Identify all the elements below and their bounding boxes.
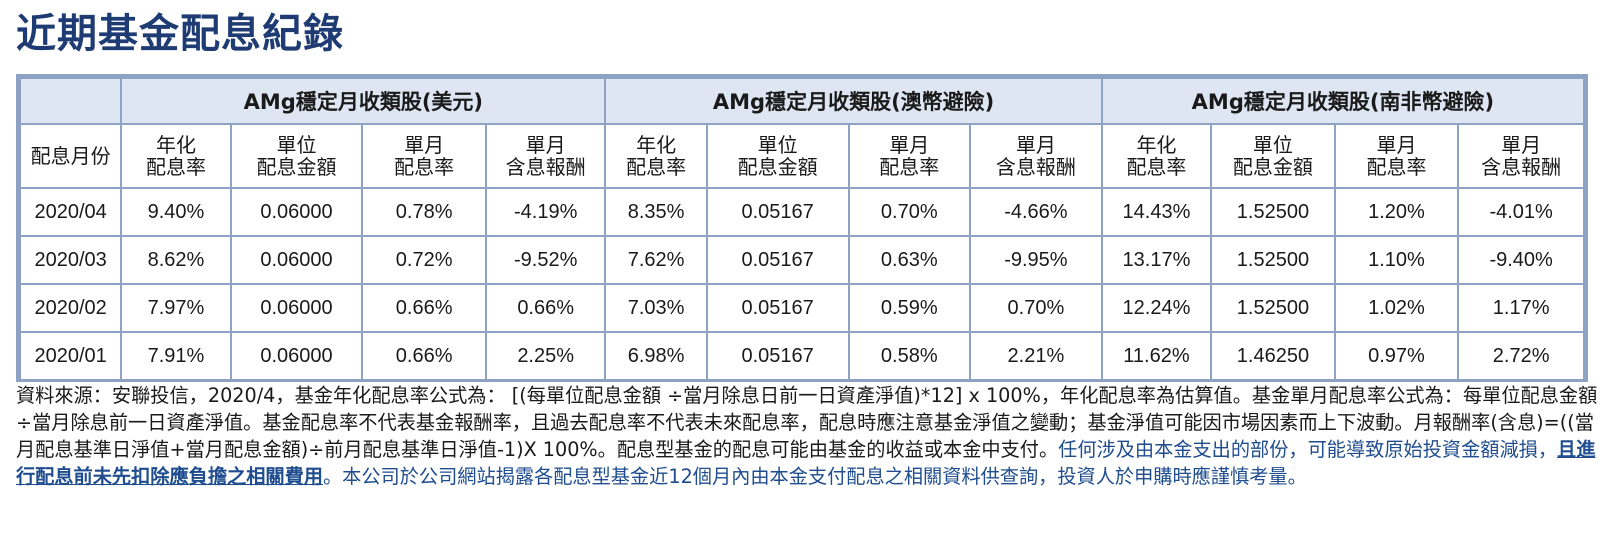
table-cell: 2.72%	[1457, 331, 1585, 381]
table-cell: 1.52500	[1210, 235, 1336, 285]
table-cell: 1.52500	[1210, 283, 1336, 333]
group-header-zar-hedged: AMg穩定月收類股(南非幣避險)	[1100, 77, 1586, 125]
table-cell: 0.05167	[705, 331, 850, 381]
table-cell: 2.25%	[484, 331, 607, 381]
page-title: 近期基金配息紀錄	[16, 11, 344, 57]
table-cell: 14.43%	[1100, 187, 1213, 237]
table-cell: 0.78%	[361, 187, 487, 237]
distribution-table-frame: AMg穩定月收類股(美元) AMg穩定月收類股(澳幣避險) AMg穩定月收類股(…	[16, 74, 1588, 382]
month-cell: 2020/04	[18, 187, 123, 237]
table-cell: 0.05167	[705, 283, 850, 333]
table-cell: 7.91%	[120, 331, 232, 381]
table-cell: 1.17%	[1457, 283, 1585, 333]
table-row: 2020/03 8.62% 0.06000 0.72% -9.52% 7.62%…	[18, 235, 1585, 285]
month-column-header: 配息月份	[18, 123, 123, 189]
table-row: 2020/02 7.97% 0.06000 0.66% 0.66% 7.03% …	[18, 283, 1585, 333]
column-header: 單月 配息率	[361, 123, 487, 189]
table-cell: 0.06000	[229, 235, 364, 285]
table-cell: 0.06000	[229, 331, 364, 381]
group-header-aud-hedged: AMg穩定月收類股(澳幣避險)	[604, 77, 1103, 125]
table-cell: 1.20%	[1333, 187, 1460, 237]
column-header: 單月 含息報酬	[969, 123, 1103, 189]
table-cell: -9.52%	[484, 235, 607, 285]
month-cell: 2020/01	[18, 331, 123, 381]
table-cell: 11.62%	[1100, 331, 1213, 381]
table-row: 2020/01 7.91% 0.06000 0.66% 2.25% 6.98% …	[18, 331, 1585, 381]
month-cell: 2020/02	[18, 283, 123, 333]
column-header: 年化 配息率	[1100, 123, 1213, 189]
table-cell: 1.46250	[1210, 331, 1336, 381]
table-cell: 2.21%	[969, 331, 1103, 381]
column-header: 年化 配息率	[604, 123, 708, 189]
table-cell: 1.02%	[1333, 283, 1460, 333]
footnote-principal-warning: 任何涉及由本金支出的部份，可能導致原始投資金額減損，	[1058, 438, 1558, 461]
table-cell: 6.98%	[604, 331, 708, 381]
column-header: 單月 含息報酬	[484, 123, 607, 189]
table-cell: 0.05167	[705, 187, 850, 237]
table-cell: 13.17%	[1100, 235, 1213, 285]
table-cell: 0.06000	[229, 187, 364, 237]
table-cell: 0.05167	[705, 235, 850, 285]
column-header: 單月 含息報酬	[1457, 123, 1585, 189]
footnote: 資料來源：安聯投信，2020/4，基金年化配息率公式為： [(每單位配息金額 ÷…	[16, 382, 1598, 490]
table-cell: 7.62%	[604, 235, 708, 285]
column-header: 單月 配息率	[1333, 123, 1460, 189]
table-cell: 8.35%	[604, 187, 708, 237]
table-cell: 12.24%	[1100, 283, 1213, 333]
table-cell: 1.52500	[1210, 187, 1336, 237]
table-cell: 0.58%	[847, 331, 972, 381]
distribution-table: AMg穩定月收類股(美元) AMg穩定月收類股(澳幣避險) AMg穩定月收類股(…	[18, 77, 1586, 381]
table-cell: 0.66%	[361, 283, 487, 333]
column-header: 年化 配息率	[120, 123, 232, 189]
table-cell: -9.95%	[969, 235, 1103, 285]
table-cell: 8.62%	[120, 235, 232, 285]
table-cell: 1.10%	[1333, 235, 1460, 285]
table-cell: 7.03%	[604, 283, 708, 333]
table-cell: 0.97%	[1333, 331, 1460, 381]
table-cell: 7.97%	[120, 283, 232, 333]
table-cell: 0.70%	[847, 187, 972, 237]
month-cell: 2020/03	[18, 235, 123, 285]
table-cell: -9.40%	[1457, 235, 1585, 285]
footnote-fee-warning: 且進行配息前未先扣除應負擔之相關費用	[16, 438, 1596, 488]
column-header: 單位 配息金額	[1210, 123, 1336, 189]
corner-cell	[18, 77, 123, 125]
column-header-row: 配息月份 年化 配息率 單位 配息金額 單月 配息率 單月 含息報酬 年化 配息率 單位配…	[18, 123, 1585, 189]
column-header: 單位 配息金額	[705, 123, 850, 189]
footnote-source-text: 資料來源：安聯投信，2020/4，基金年化配息率公式為： [(每單位配息金額 ÷…	[16, 384, 1598, 461]
table-cell: 0.63%	[847, 235, 972, 285]
column-header: 單月 配息率	[847, 123, 972, 189]
group-header-row: AMg穩定月收類股(美元) AMg穩定月收類股(澳幣避險) AMg穩定月收類股(…	[18, 77, 1586, 125]
table-cell: 0.59%	[847, 283, 972, 333]
table-cell: 0.70%	[969, 283, 1103, 333]
table-cell: 0.66%	[361, 331, 487, 381]
table-cell: 0.72%	[361, 235, 487, 285]
table-cell: 0.06000	[229, 283, 364, 333]
column-header: 單位 配息金額	[229, 123, 364, 189]
table-cell: -4.01%	[1457, 187, 1585, 237]
table-cell: 9.40%	[120, 187, 232, 237]
table-cell: -4.19%	[484, 187, 607, 237]
footnote-disclosure-text: 。本公司於公司網站揭露各配息型基金近12個月內由本金支付配息之相關資料供查詢，投…	[323, 465, 1307, 488]
table-row: 2020/04 9.40% 0.06000 0.78% -4.19% 8.35%…	[18, 187, 1585, 237]
table-cell: 0.66%	[484, 283, 607, 333]
table-cell: -4.66%	[969, 187, 1103, 237]
group-header-usd: AMg穩定月收類股(美元)	[120, 77, 607, 125]
